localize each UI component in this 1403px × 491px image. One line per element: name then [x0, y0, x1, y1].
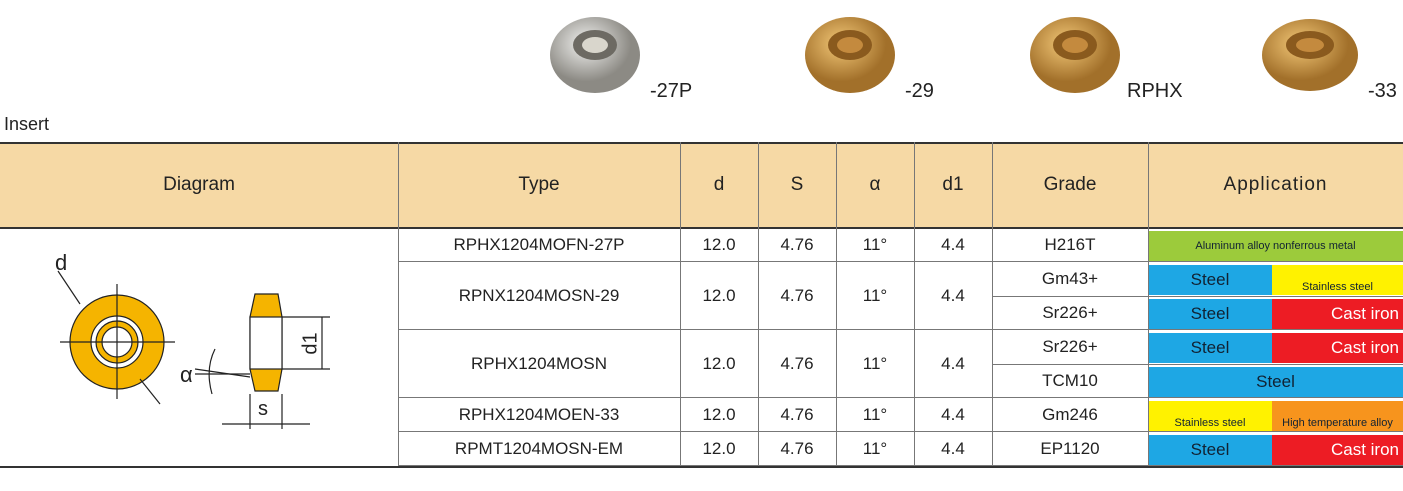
- application-tag: Steel: [1148, 333, 1272, 363]
- cell: 4.4: [941, 439, 965, 458]
- cell: 12.0: [702, 354, 736, 373]
- diagram-label: d: [55, 250, 68, 275]
- application-tag: Steel: [1148, 299, 1272, 329]
- cell: 11°: [862, 354, 888, 373]
- header-bg: [0, 142, 1403, 227]
- cell: 4.76: [780, 439, 814, 458]
- column-header: d: [713, 173, 725, 195]
- application-tag: Cast iron: [1272, 435, 1403, 465]
- column-line: [836, 142, 837, 466]
- product-label: RPHX: [1127, 80, 1183, 102]
- cell: 12.0: [702, 439, 736, 458]
- column-header: S: [790, 173, 804, 195]
- cell: RPHX1204MOFN-27P: [453, 235, 625, 254]
- grade-cell: H216T: [1044, 235, 1096, 254]
- grade-cell: Gm43+: [1041, 269, 1099, 288]
- cell: 11°: [862, 439, 888, 458]
- insert-image: [550, 17, 640, 93]
- column-header: Diagram: [163, 173, 235, 195]
- grade-cell: EP1120: [1040, 439, 1100, 458]
- table-top-line: [0, 142, 1403, 144]
- column-header: Grade: [1043, 173, 1097, 195]
- diagram: [57, 270, 330, 429]
- product-images: [550, 17, 1358, 93]
- application-tag: Cast iron: [1272, 333, 1403, 363]
- application-tag: High temperature alloy: [1272, 401, 1403, 431]
- row-line: [398, 431, 1403, 432]
- cell: 4.76: [780, 286, 814, 305]
- diagram-label: s: [258, 398, 268, 420]
- column-header: d1: [942, 173, 964, 195]
- column-line: [992, 142, 993, 466]
- cell: 11°: [862, 235, 888, 254]
- column-line: [680, 142, 681, 466]
- row-line: [992, 296, 1403, 297]
- cell: 12.0: [702, 235, 736, 254]
- cell: 4.4: [941, 235, 965, 254]
- cell: 12.0: [702, 405, 736, 424]
- insert-image: [805, 17, 895, 93]
- column-header: Type: [518, 173, 560, 195]
- grade-cell: Gm246: [1042, 405, 1098, 424]
- column-line: [758, 142, 759, 466]
- cell: 11°: [862, 405, 888, 424]
- column-header: α: [869, 173, 881, 195]
- column-line: [398, 142, 399, 466]
- cell: 4.76: [780, 235, 814, 254]
- grade-cell: Sr226+: [1042, 303, 1098, 322]
- cell: RPNX1204MOSN-29: [458, 286, 620, 305]
- diagram-label: d1: [299, 332, 322, 355]
- grade-cell: TCM10: [1042, 371, 1098, 390]
- application-tag: Stainless steel: [1272, 265, 1403, 295]
- section-label: Insert: [4, 114, 50, 134]
- application-tag: Cast iron: [1272, 299, 1403, 329]
- cell: RPMT1204MOSN-EM: [454, 439, 624, 458]
- column-header: Application: [1223, 173, 1328, 195]
- cell: 4.4: [941, 405, 965, 424]
- insert-image: [1262, 19, 1358, 91]
- product-label: -33: [1368, 80, 1397, 102]
- row-line: [398, 465, 1403, 466]
- row-line: [398, 261, 1403, 262]
- cell: 4.76: [780, 405, 814, 424]
- cell: 4.76: [780, 354, 814, 373]
- application-tag: Aluminum alloy nonferrous metal: [1148, 231, 1403, 261]
- row-line: [992, 364, 1403, 365]
- product-label: -27P: [650, 80, 693, 102]
- application-tag: Stainless steel: [1148, 401, 1272, 431]
- header-line: [0, 227, 1403, 229]
- row-line: [398, 397, 1403, 398]
- column-line: [1148, 142, 1149, 466]
- cell: 4.4: [941, 286, 965, 305]
- application-tag: Steel: [1148, 367, 1403, 397]
- cell: 4.4: [941, 354, 965, 373]
- application-tag: Steel: [1148, 435, 1272, 465]
- grade-cell: Sr226+: [1042, 337, 1098, 356]
- diagram-label: α: [180, 362, 193, 387]
- application-tag: Steel: [1148, 265, 1272, 295]
- column-line: [914, 142, 915, 466]
- cell: RPHX1204MOSN: [470, 354, 608, 373]
- cell: 11°: [862, 286, 888, 305]
- row-line: [398, 329, 1403, 330]
- table-bottom-line: [0, 466, 1403, 468]
- insert-image: [1030, 17, 1120, 93]
- cell: RPHX1204MOEN-33: [458, 405, 620, 424]
- cell: 12.0: [702, 286, 736, 305]
- product-label: -29: [905, 80, 934, 102]
